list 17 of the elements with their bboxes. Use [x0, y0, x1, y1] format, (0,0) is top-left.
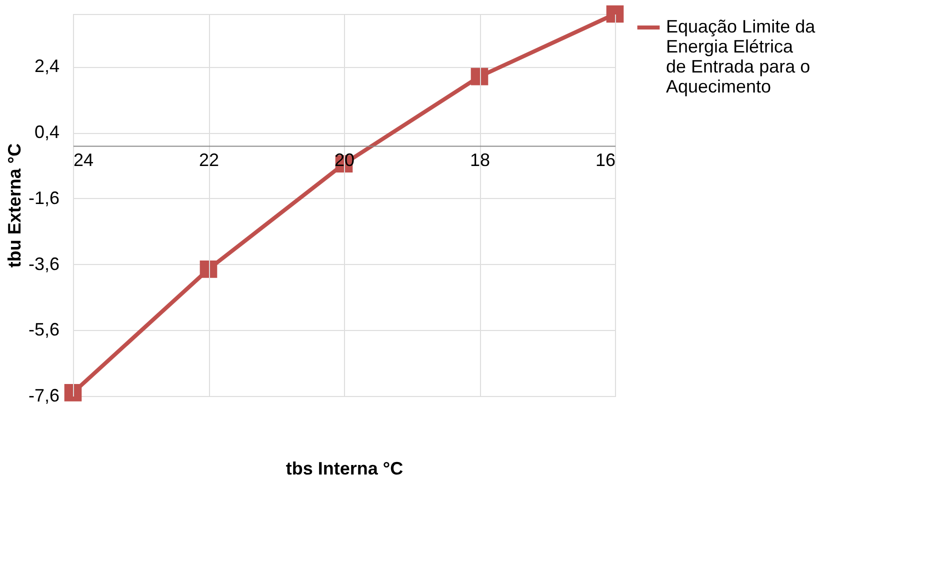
- y-tick-label: 0,4: [34, 122, 60, 142]
- y-tick-label: 2,4: [34, 56, 60, 76]
- x-tick-label: 18: [470, 150, 490, 170]
- y-tick-label: -3,6: [28, 254, 60, 274]
- x-tick-label: 24: [74, 150, 94, 170]
- point: [64, 384, 82, 402]
- x-tick-label: 22: [198, 150, 220, 170]
- point: [200, 260, 218, 278]
- point: [606, 5, 624, 23]
- legend-label: Equação Limite da Energia Elétrica de Entrada para o Aquecimento: [666, 16, 816, 96]
- y-axis-title: tbu Externa °C: [4, 143, 24, 268]
- y-tick-label: -7,6: [28, 386, 60, 406]
- x-tick-label: 16: [595, 150, 616, 170]
- point: [470, 68, 488, 86]
- y-tick-label: -5,6: [28, 320, 60, 340]
- y-tick-label: -1,6: [28, 188, 60, 208]
- x-axis-title: tbs Interna °C: [286, 458, 404, 478]
